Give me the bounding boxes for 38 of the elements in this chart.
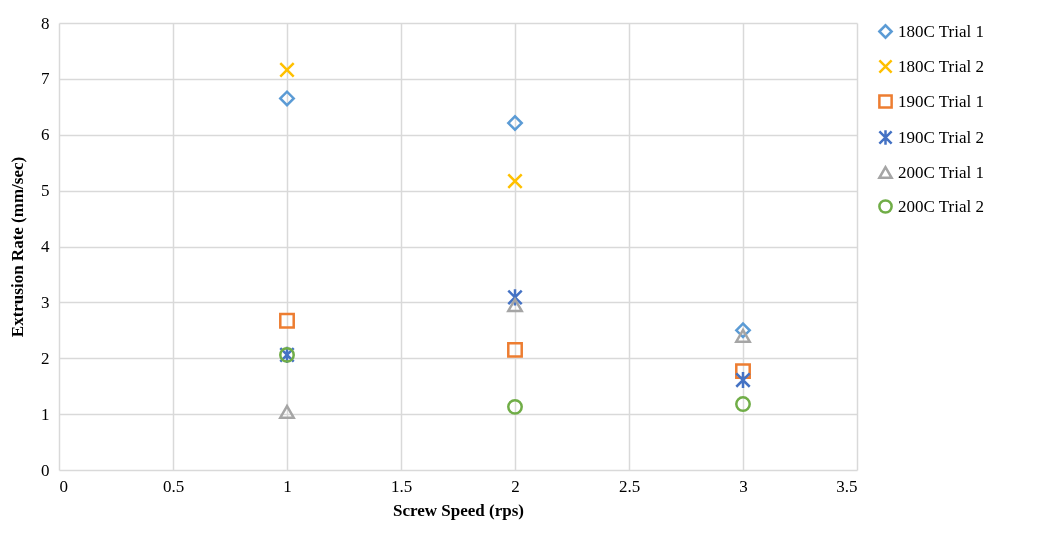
legend-label: 190C Trial 1 <box>898 91 984 111</box>
x-tick-label: 2 <box>511 476 520 496</box>
y-tick-label: 8 <box>41 13 50 33</box>
point <box>507 115 523 131</box>
x-tick-label: 1 <box>283 476 292 496</box>
legend-label: 180C Trial 1 <box>898 21 984 41</box>
point <box>735 328 751 343</box>
y-tick-label: 2 <box>41 348 50 368</box>
y-tick-label: 1 <box>41 404 50 424</box>
y-tick-label: 6 <box>41 125 50 145</box>
x-tick-label: 0 <box>59 476 68 496</box>
x-axis-title: Screw Speed (rps) <box>393 500 524 520</box>
y-tick-label: 4 <box>41 237 50 256</box>
y-tick-label: 7 <box>41 69 50 89</box>
y-axis-title: Extrusion Rate (mm/sec) <box>8 156 27 338</box>
y-tick-label: 0 <box>41 460 50 480</box>
legend-label: 200C Trial 1 <box>898 162 984 182</box>
point <box>507 173 523 190</box>
legend-label: 190C Trial 2 <box>898 127 984 147</box>
point <box>507 341 523 358</box>
legend-label: 200C Trial 2 <box>898 196 984 216</box>
x-tick-label: 1.5 <box>390 476 413 496</box>
point <box>507 298 523 313</box>
point <box>279 312 295 329</box>
legend-label: 180C Trial 2 <box>898 56 984 76</box>
x-tick-label: 0.5 <box>162 476 185 496</box>
y-tick-label: 3 <box>41 292 50 312</box>
point <box>279 90 295 107</box>
x-tick-label: 2.5 <box>618 476 641 496</box>
x-tick-label: 3.5 <box>836 476 858 496</box>
point <box>507 398 523 415</box>
point <box>735 396 751 413</box>
y-tick-label: 5 <box>41 181 50 201</box>
x-tick-label: 3 <box>739 476 748 496</box>
point <box>279 61 295 78</box>
point <box>279 404 295 419</box>
point <box>735 322 751 339</box>
point <box>735 370 751 390</box>
